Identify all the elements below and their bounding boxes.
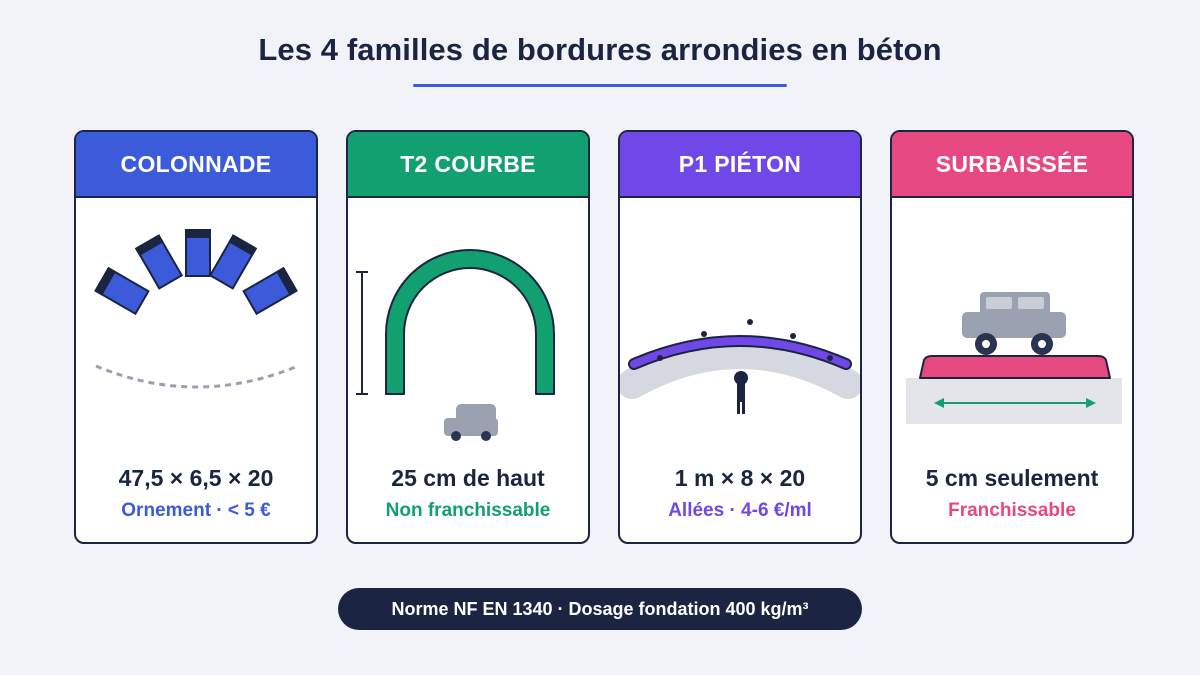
card-heading-label: T2 COURBE <box>400 150 536 177</box>
card-subtitle: Allées · 4-6 €/ml <box>668 500 812 521</box>
card-subtitle: Ornement · < 5 € <box>121 500 271 521</box>
card-subtitle: Franchissable <box>948 500 1076 521</box>
footer-text: Norme NF EN 1340 · Dosage fondation 400 … <box>391 598 809 619</box>
card-surbaissee: SURBAISSÉE 5 cm seulement Franchissa <box>890 130 1134 544</box>
card-heading-label: P1 PIÉTON <box>678 150 802 177</box>
car-icon <box>962 292 1066 355</box>
car-icon <box>444 404 498 441</box>
pedestrian-icon <box>734 371 748 414</box>
footer-badge: Norme NF EN 1340 · Dosage fondation 400 … <box>338 588 862 630</box>
double-arrow-icon <box>934 398 1096 408</box>
card-t2-courbe: T2 COURBE 25 cm de haut Non franchissabl… <box>346 130 590 544</box>
arch-curb-icon <box>356 249 555 441</box>
card-subtitle: Non franchissable <box>385 500 551 521</box>
card-heading-surbaissee: SURBAISSÉE <box>892 132 1132 198</box>
surbaissee-illustration <box>892 198 1132 448</box>
card-heading-t2-courbe: T2 COURBE <box>348 132 588 198</box>
card-dimension: 1 m × 8 × 20 <box>674 465 806 491</box>
t2-courbe-illustration <box>348 198 588 448</box>
card-colonnade: COLONNADE <box>74 130 318 544</box>
card-dimension: 25 cm de haut <box>391 465 545 491</box>
page-title: Les 4 familles de bordures arrondies en … <box>258 32 942 67</box>
low-curb-icon <box>906 292 1122 424</box>
card-heading-colonnade: COLONNADE <box>76 132 316 198</box>
p1-pieton-illustration <box>620 198 860 448</box>
colonnade-illustration <box>76 198 316 448</box>
card-heading-label: COLONNADE <box>120 150 272 177</box>
title-underline <box>413 84 787 87</box>
colonnade-blocks-icon <box>94 229 299 389</box>
card-dimension: 47,5 × 6,5 × 20 <box>118 465 274 491</box>
card-heading-label: SURBAISSÉE <box>935 150 1089 177</box>
card-heading-p1-pieton: P1 PIÉTON <box>620 132 860 198</box>
card-p1-pieton: P1 PIÉTON 1 m × 8 × 20 Allées · 4-6 €/ml <box>618 130 862 544</box>
card-dimension: 5 cm seulement <box>925 465 1099 491</box>
pedestrian-path-icon <box>620 319 860 414</box>
